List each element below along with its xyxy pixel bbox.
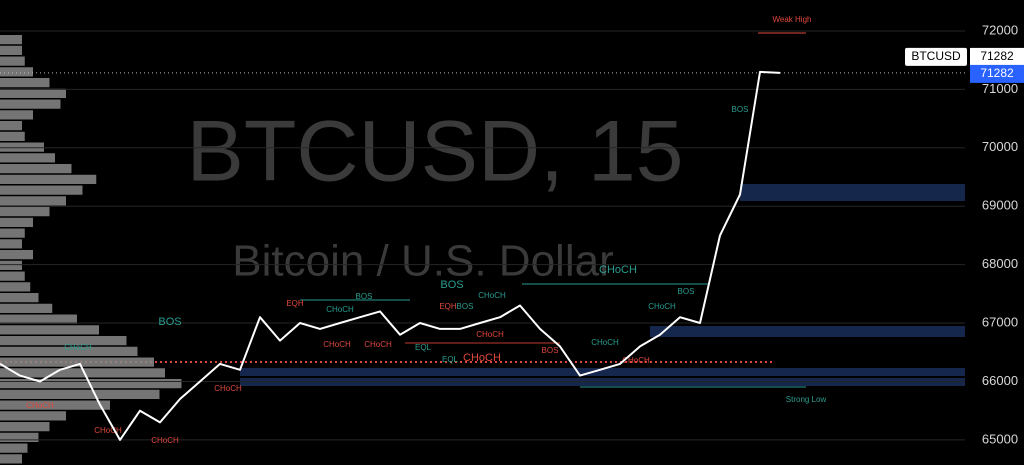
zone bbox=[240, 378, 965, 386]
volume-bar bbox=[0, 228, 25, 238]
volume-bar bbox=[0, 207, 50, 217]
volume-bar bbox=[0, 164, 72, 174]
volume-bar bbox=[0, 174, 97, 184]
annotation: BOS bbox=[158, 316, 181, 328]
volume-bar bbox=[0, 217, 33, 227]
volume-bar bbox=[0, 56, 25, 66]
zone bbox=[240, 368, 965, 376]
y-tick-label: 65000 bbox=[982, 431, 1018, 446]
volume-bar bbox=[0, 196, 66, 206]
volume-bar bbox=[0, 88, 66, 98]
annotation: BOS bbox=[440, 279, 463, 291]
volume-bar bbox=[0, 271, 25, 281]
watermark-subtitle: Bitcoin / U.S. Dollar bbox=[232, 237, 613, 286]
volume-bar bbox=[0, 422, 50, 432]
annotation: CHoCH bbox=[599, 264, 637, 276]
volume-bar bbox=[0, 110, 33, 120]
price-label: 71282 bbox=[980, 49, 1014, 63]
volume-bar bbox=[0, 250, 33, 260]
zones bbox=[240, 184, 965, 386]
volume-bar bbox=[0, 78, 50, 88]
volume-bar bbox=[0, 35, 22, 45]
y-tick-label: 69000 bbox=[982, 198, 1018, 213]
price-box-white bbox=[970, 47, 1024, 66]
annotation: EQH bbox=[286, 299, 304, 308]
annotation: BOS bbox=[732, 105, 749, 114]
annotation: CHoCH bbox=[323, 340, 351, 349]
zone bbox=[740, 184, 965, 201]
annotation: CHoCH bbox=[94, 426, 122, 435]
annotation: CHoCH bbox=[364, 340, 392, 349]
price-box-blue bbox=[970, 64, 1024, 83]
volume-bar bbox=[0, 67, 33, 77]
volume-bar bbox=[0, 99, 61, 109]
annotation: CHoCH bbox=[476, 330, 504, 339]
volume-bar bbox=[0, 303, 53, 313]
annotation: Weak High bbox=[773, 15, 812, 24]
annotation: BOS bbox=[457, 302, 474, 311]
volume-bar bbox=[0, 454, 22, 464]
volume-bar bbox=[0, 325, 99, 335]
annotation: CHoCH bbox=[26, 401, 54, 410]
annotation: CHoCH bbox=[64, 343, 92, 352]
y-tick-label: 72000 bbox=[982, 22, 1018, 37]
volume-bar bbox=[0, 357, 154, 367]
volume-bar bbox=[0, 131, 25, 141]
annotation: EQL bbox=[442, 355, 459, 364]
annotation: BOS bbox=[356, 292, 373, 301]
volume-bar bbox=[0, 121, 22, 131]
volume-bar bbox=[0, 239, 22, 249]
volume-bar bbox=[0, 443, 28, 453]
annotation: EQL bbox=[415, 343, 432, 352]
volume-bar bbox=[0, 411, 66, 421]
annotation: CHoCH bbox=[478, 291, 506, 300]
volume-bar bbox=[0, 293, 39, 303]
watermark-title: BTCUSD, 15 bbox=[186, 104, 683, 200]
price-label: 71282 bbox=[980, 66, 1014, 80]
symbol-label: BTCUSD bbox=[911, 49, 961, 63]
annotation: CHoCH bbox=[214, 384, 242, 393]
volume-bar bbox=[0, 185, 83, 195]
y-tick-label: 67000 bbox=[982, 314, 1018, 329]
volume-bar bbox=[0, 336, 127, 346]
volume-bar bbox=[0, 400, 110, 410]
y-tick-label: 66000 bbox=[982, 373, 1018, 388]
annotation: CHoCH bbox=[591, 338, 619, 347]
price-line bbox=[0, 70, 781, 441]
symbol-box bbox=[905, 47, 967, 66]
levels bbox=[0, 32, 806, 388]
annotation: Strong Low bbox=[786, 395, 827, 404]
volume-bar bbox=[0, 142, 44, 152]
annotation: CHoCH bbox=[463, 352, 501, 364]
volume-bar bbox=[0, 260, 22, 270]
volume-bar bbox=[0, 389, 160, 399]
volume-bar bbox=[0, 346, 138, 356]
y-tick-label: 68000 bbox=[982, 256, 1018, 271]
volume-bar bbox=[0, 432, 39, 442]
annotation: BOS bbox=[542, 346, 559, 355]
volume-bar bbox=[0, 45, 22, 55]
volume-bar bbox=[0, 153, 55, 163]
annotation: CHoCH bbox=[648, 302, 676, 311]
y-tick-label: 70000 bbox=[982, 139, 1018, 154]
volume-bar bbox=[0, 314, 77, 324]
annotation: CHoCH bbox=[151, 436, 179, 445]
y-tick-label: 71000 bbox=[982, 81, 1018, 96]
annotation: BOS bbox=[678, 287, 695, 296]
annotation: CHoCH bbox=[326, 305, 354, 314]
volume-bar bbox=[0, 282, 31, 292]
volume-bar bbox=[0, 368, 165, 378]
annotation: CHoCH bbox=[622, 356, 650, 365]
annotation: EQH bbox=[439, 302, 457, 311]
zone bbox=[650, 326, 965, 337]
